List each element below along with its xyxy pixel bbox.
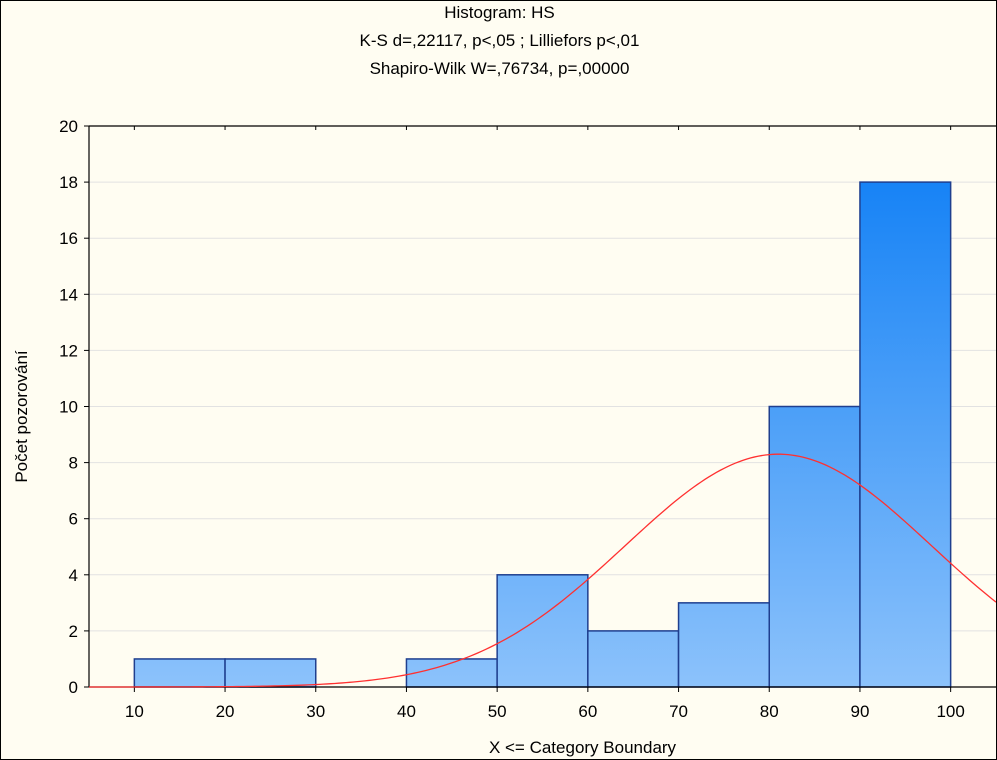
y-tick-label: 12 (59, 341, 78, 360)
y-tick-label: 2 (69, 622, 78, 641)
y-tick-label: 10 (59, 398, 78, 417)
x-tick-label: 100 (936, 702, 964, 721)
y-tick-label: 18 (59, 173, 78, 192)
x-tick-label: 80 (760, 702, 779, 721)
y-tick-label: 8 (69, 454, 78, 473)
x-tick-label: 30 (306, 702, 325, 721)
bar-layer (133, 181, 952, 688)
chart-title: Histogram: HS (444, 3, 555, 22)
y-axis-label: Počet pozorování (12, 350, 31, 483)
x-axis-label: X <= Category Boundary (489, 738, 677, 757)
y-tick-label: 4 (69, 566, 78, 585)
x-tick-label: 50 (488, 702, 507, 721)
x-tick-label: 70 (669, 702, 688, 721)
chart-subtitle-ks: K-S d=,22117, p<,05 ; Lilliefors p<,01 (359, 31, 640, 50)
x-tick-label: 90 (850, 702, 869, 721)
curve-layer (89, 453, 996, 688)
histogram-bar-20-30 (224, 658, 317, 688)
x-tick-label: 60 (578, 702, 597, 721)
histogram-bar-10-20 (133, 658, 226, 688)
x-tick-label: 20 (216, 702, 235, 721)
normal-fit-curve (89, 453, 996, 688)
x-tick-label: 40 (397, 702, 416, 721)
y-tick-label: 14 (59, 285, 78, 304)
x-tick-label: 10 (125, 702, 144, 721)
histogram-bar-90-100 (859, 181, 952, 688)
axis-layer: 0 2 4 6 8 10 12 14 16 18 20 10 20 30 40 50 60 70 80 90 100 (59, 117, 996, 721)
y-tick-label: 6 (69, 510, 78, 529)
y-tick-label: 20 (59, 117, 78, 136)
y-tick-label: 16 (59, 229, 78, 248)
y-tick-label: 0 (69, 678, 78, 697)
chart-subtitle-sw: Shapiro-Wilk W=,76734, p=,00000 (369, 59, 630, 78)
histogram-bar-80-90 (768, 405, 861, 688)
histogram-bar-70-80 (677, 602, 770, 688)
histogram-bar-60-70 (587, 630, 680, 688)
